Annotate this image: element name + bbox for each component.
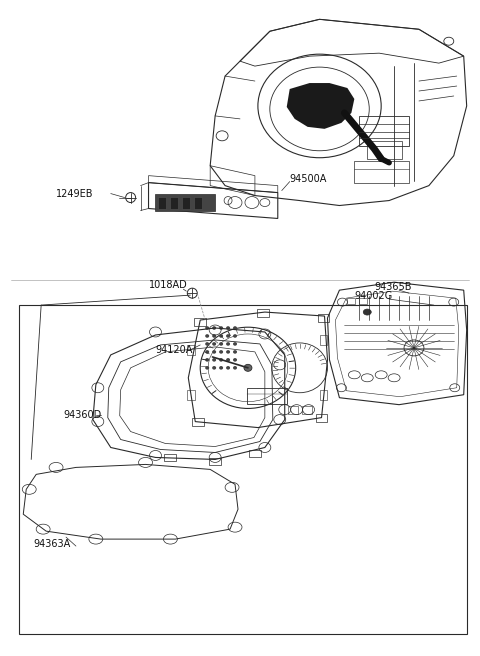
Ellipse shape — [226, 358, 230, 361]
Bar — [318, 314, 329, 322]
Bar — [320, 335, 327, 345]
Bar — [165, 455, 176, 461]
Text: 94363A: 94363A — [33, 539, 71, 549]
Bar — [247, 388, 287, 403]
Ellipse shape — [219, 342, 223, 346]
Ellipse shape — [226, 350, 230, 354]
Bar — [301, 405, 312, 414]
Text: 94500A: 94500A — [290, 174, 327, 184]
Ellipse shape — [205, 358, 209, 361]
Ellipse shape — [233, 326, 237, 330]
Ellipse shape — [205, 366, 209, 369]
Ellipse shape — [212, 366, 216, 369]
Ellipse shape — [244, 364, 252, 371]
Text: 1018AD: 1018AD — [148, 280, 187, 290]
Ellipse shape — [205, 334, 209, 338]
Ellipse shape — [205, 350, 209, 354]
Ellipse shape — [363, 309, 371, 315]
Bar — [257, 309, 269, 317]
Text: 94120A: 94120A — [156, 345, 193, 355]
Bar — [209, 459, 221, 465]
Ellipse shape — [212, 326, 216, 330]
Ellipse shape — [219, 366, 223, 369]
Bar — [320, 390, 327, 400]
Bar — [354, 161, 409, 182]
Bar — [192, 418, 204, 426]
Bar — [194, 197, 202, 209]
Ellipse shape — [233, 342, 237, 346]
Text: 94365B: 94365B — [374, 282, 412, 292]
Text: 94360D: 94360D — [63, 409, 101, 420]
Ellipse shape — [226, 366, 230, 369]
Ellipse shape — [233, 358, 237, 361]
Ellipse shape — [233, 350, 237, 354]
Ellipse shape — [212, 342, 216, 346]
Bar — [288, 405, 298, 414]
Bar — [249, 451, 261, 457]
Ellipse shape — [212, 334, 216, 338]
Bar — [360, 116, 409, 146]
Text: 1249EB: 1249EB — [56, 188, 94, 199]
Ellipse shape — [226, 342, 230, 346]
Ellipse shape — [212, 358, 216, 361]
Bar — [360, 298, 367, 304]
Ellipse shape — [212, 350, 216, 354]
Ellipse shape — [205, 342, 209, 346]
Ellipse shape — [233, 334, 237, 338]
Bar — [187, 345, 195, 355]
Ellipse shape — [205, 326, 209, 330]
Ellipse shape — [233, 366, 237, 369]
Ellipse shape — [219, 350, 223, 354]
Bar — [156, 194, 215, 211]
Polygon shape — [287, 83, 354, 129]
Ellipse shape — [219, 334, 223, 338]
Ellipse shape — [219, 326, 223, 330]
Bar — [315, 414, 327, 422]
Bar — [170, 197, 179, 209]
Ellipse shape — [226, 326, 230, 330]
Bar — [367, 141, 402, 159]
Bar — [158, 197, 167, 209]
Text: 94002G: 94002G — [354, 291, 393, 301]
Ellipse shape — [226, 334, 230, 338]
Bar — [194, 318, 206, 326]
Bar — [19, 305, 467, 634]
Bar — [187, 390, 195, 400]
Bar — [182, 197, 190, 209]
Ellipse shape — [219, 358, 223, 361]
Bar — [348, 298, 355, 304]
